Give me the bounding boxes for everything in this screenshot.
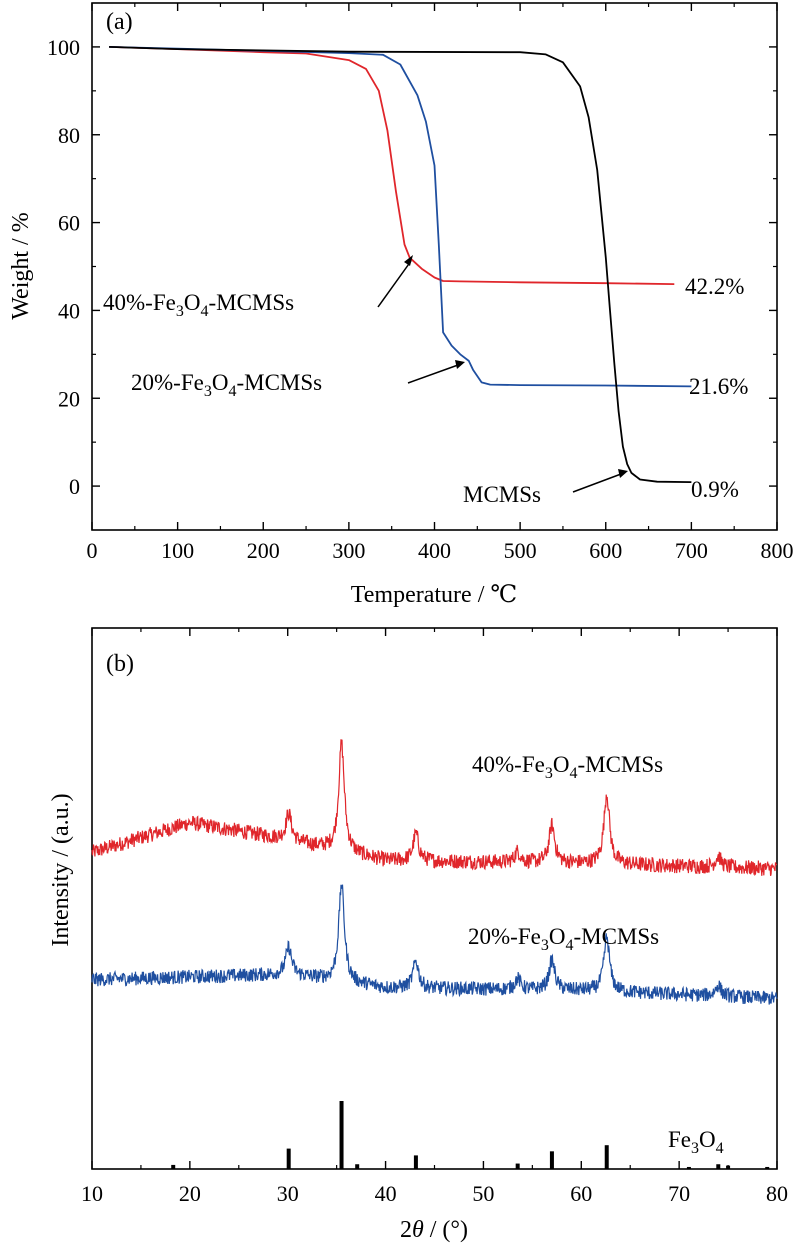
panel-a-series [109, 46, 692, 483]
panel-a-annotations: 40%-Fe3O4-MCMSs 20%-Fe3O4-MCMSs MCMSs [103, 255, 628, 507]
x-tick-label: 70 [668, 1181, 690, 1206]
label-40-fe3o4: 40%-Fe3O4-MCMSs [472, 752, 663, 782]
arrowhead-20 [455, 360, 465, 369]
reference-peak [765, 1166, 770, 1169]
panel-b-series [91, 739, 778, 1005]
panel-b-reference-pattern [171, 1101, 770, 1169]
reference-peak [549, 1151, 554, 1169]
series-line-2 [109, 46, 692, 483]
panel-b-axes: 10 20 30 40 50 60 70 80 [81, 628, 788, 1206]
reference-peak [286, 1148, 291, 1169]
series-line-1 [109, 46, 692, 388]
panel-b-y-axis-label: Intensity / (a.u.) [48, 793, 74, 946]
x-tick-label: 60 [570, 1181, 592, 1206]
arrowhead-40 [404, 255, 413, 266]
reference-peak [716, 1164, 721, 1169]
label-20-fe3o4: 20%-Fe3O4-MCMSs [468, 924, 659, 954]
x-tick-label: 600 [589, 538, 622, 563]
y-tick-label: 0 [69, 474, 80, 499]
y-tick-label: 100 [47, 35, 80, 60]
x-tick-label: 20 [179, 1181, 201, 1206]
y-tick-label: 40 [58, 298, 80, 323]
annotation-mcmss: MCMSs [463, 482, 541, 507]
end-label-mcmss: 0.9% [691, 477, 739, 502]
x-tick-label: 700 [675, 538, 708, 563]
reference-peak [726, 1165, 731, 1169]
reference-peak [339, 1101, 344, 1169]
x-tick-label: 200 [247, 538, 280, 563]
panel-b-labels: 40%-Fe3O4-MCMSs 20%-Fe3O4-MCMSs Fe3O4 [468, 752, 724, 1157]
panel-a-tga-chart: (a) 0 100 200 300 400 500 600 700 800 0 20 40 60 80 10… [8, 2, 794, 608]
x-tick-label: 30 [277, 1181, 299, 1206]
series-line-0 [109, 46, 675, 285]
x-tick-label: 500 [504, 538, 537, 563]
x-tick-label: 80 [766, 1181, 788, 1206]
arrowhead-mcmss [618, 469, 628, 478]
x-tick-label: 40 [375, 1181, 397, 1206]
arrow-40 [377, 260, 412, 308]
y-tick-label: 20 [58, 386, 80, 411]
reference-peak [604, 1145, 609, 1169]
annotation-20-fe3o4: 20%-Fe3O4-MCMSs [131, 370, 322, 400]
reference-peak [355, 1164, 360, 1169]
end-label-40: 42.2% [685, 274, 744, 299]
y-tick-label: 60 [58, 211, 80, 236]
x-tick-label: 0 [87, 538, 98, 563]
arrow-mcmss [572, 473, 622, 493]
label-fe3o4-reference: Fe3O4 [668, 1127, 724, 1157]
xrd-series-1 [91, 884, 778, 1005]
panel-b-xrd-chart: (b) 10 20 30 40 50 60 70 80 40%-Fe3O4-MCMSs 20%… [48, 627, 788, 1243]
annotation-40-fe3o4: 40%-Fe3O4-MCMSs [103, 290, 294, 320]
reference-peak [515, 1163, 520, 1169]
panel-a-axes: 0 100 200 300 400 500 600 700 800 0 20 40 60 80 100 [47, 3, 794, 563]
reference-peak [686, 1166, 691, 1169]
x-tick-label: 400 [418, 538, 451, 563]
x-tick-label: 300 [332, 538, 365, 563]
panel-a-end-labels: 42.2% 21.6% 0.9% [685, 274, 748, 502]
panel-a-frame [91, 2, 778, 531]
y-tick-label: 80 [58, 123, 80, 148]
panel-b-x-axis-label: 2θ / (°) [400, 1217, 468, 1243]
arrow-20 [407, 364, 459, 384]
panel-a-y-axis-label: Weight / % [8, 212, 34, 319]
xrd-series-0 [91, 739, 778, 877]
reference-peak [413, 1155, 418, 1169]
panel-a-label: (a) [106, 9, 133, 35]
reference-peak [171, 1164, 176, 1169]
x-tick-label: 50 [472, 1181, 494, 1206]
end-label-20: 21.6% [689, 374, 748, 399]
panel-b-label: (b) [106, 651, 134, 677]
x-tick-label: 100 [161, 538, 194, 563]
x-tick-label: 10 [81, 1181, 103, 1206]
x-tick-label: 800 [761, 538, 794, 563]
panel-b-frame [91, 627, 778, 1170]
panel-a-x-axis-label: Temperature / ℃ [351, 582, 517, 608]
